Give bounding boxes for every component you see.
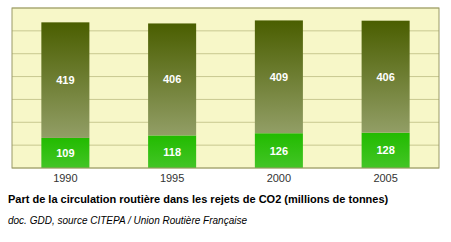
x-tick-label: 1990 [53, 172, 77, 184]
title: Part de la circulation routière dans les… [8, 193, 389, 205]
bar-segment [148, 23, 196, 135]
grid [12, 8, 439, 168]
chart-container: 109 419 118 406 126 409 128 406 1990 1995 2000 2005… [0, 0, 451, 242]
bar-segment [362, 133, 410, 168]
data-label: 419 [56, 74, 74, 86]
chart-svg: 109 419 118 406 126 409 128 406 1990 1995 2000 2005… [0, 0, 451, 242]
data-label: 109 [56, 147, 74, 159]
data-labels: 109 419 118 406 126 409 128 406 [56, 71, 395, 159]
data-label: 118 [163, 146, 181, 158]
bar-segment [41, 138, 89, 168]
data-label: 128 [376, 144, 394, 156]
data-label: 126 [270, 145, 288, 157]
plot-background [12, 8, 439, 168]
bar-segment [255, 20, 303, 133]
subtitle: doc. GDD, source CITEPA / Union Routière… [8, 215, 247, 226]
data-label: 409 [270, 71, 288, 83]
bar-segment [148, 135, 196, 168]
bar-segment [362, 21, 410, 133]
data-label: 406 [376, 71, 394, 83]
x-tick-label: 1995 [160, 172, 184, 184]
data-label: 406 [163, 73, 181, 85]
bar-segment [255, 133, 303, 168]
bars [41, 20, 409, 168]
plot-frame [12, 8, 439, 168]
x-axis: 1990 1995 2000 2005 [53, 172, 398, 184]
x-tick-label: 2005 [373, 172, 397, 184]
bar-segment [41, 22, 89, 138]
x-tick-label: 2000 [267, 172, 291, 184]
